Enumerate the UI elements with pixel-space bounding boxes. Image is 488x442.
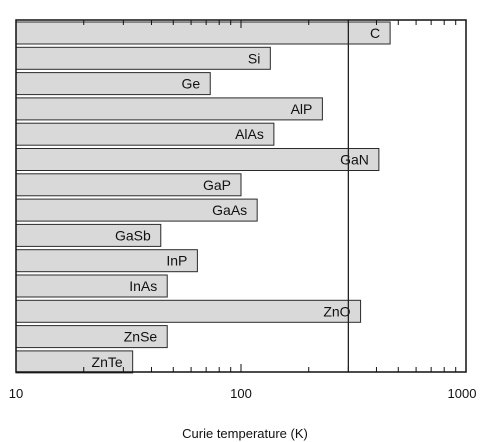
bar-label-gan: GaN [340, 152, 369, 168]
bar-label-ge: Ge [182, 76, 201, 92]
bar-label-gasb: GaSb [115, 227, 151, 243]
bar-si [15, 46, 271, 70]
bar-label-alp: AlP [291, 101, 313, 117]
bar-label-gaas: GaAs [212, 202, 247, 218]
bar-label-znte: ZnTe [92, 354, 123, 370]
bar-label-gap: GaP [203, 177, 231, 193]
bar-c [15, 21, 391, 45]
bar-label-znse: ZnSe [124, 329, 158, 345]
bars-group: C Si Ge AlP AlAs GaN GaP GaAs GaSb InP InAs ZnO ZnSe… [15, 21, 391, 374]
bar-label-si: Si [248, 50, 260, 66]
bar-gan [15, 148, 380, 171]
bar-alp [15, 97, 323, 121]
bar-label-zno: ZnO [323, 303, 350, 319]
bar-label-inas: InAs [129, 278, 157, 294]
x-axis-title: Curie temperature (K) [182, 426, 308, 441]
tick-labels-group: 10 100 1000 [9, 386, 477, 401]
plot-frame [15, 19, 467, 373]
bar-label-alas: AlAs [235, 126, 264, 142]
x-tick-label: 10 [9, 386, 23, 401]
bar-label-inp: InP [166, 253, 187, 269]
bar-zno [15, 299, 362, 323]
x-tick-label: 100 [230, 386, 252, 401]
x-tick-label: 1000 [448, 386, 477, 401]
bar-label-c: C [370, 25, 380, 41]
